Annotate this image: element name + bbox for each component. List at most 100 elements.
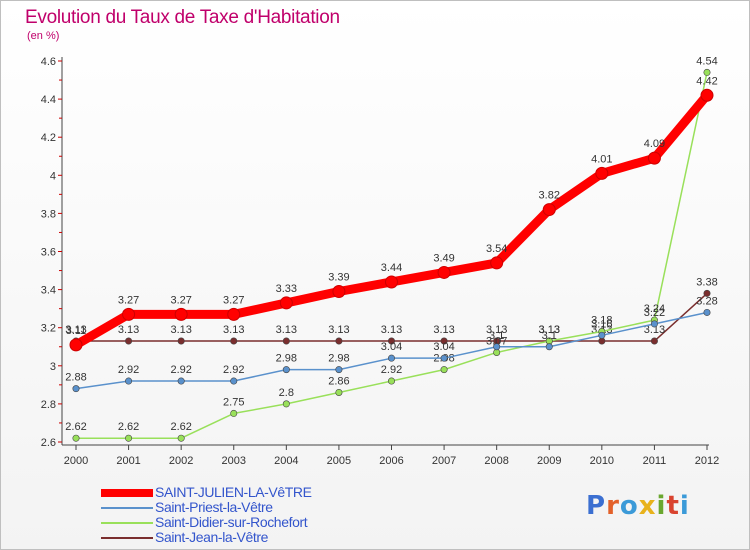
x-tick-label: 2010: [590, 455, 614, 467]
y-tick-label: 3.6: [41, 247, 56, 259]
y-tick-label: 3: [50, 361, 56, 373]
data-label: 4.54: [696, 55, 717, 67]
data-point: [387, 337, 395, 345]
data-point: [227, 307, 241, 321]
data-label: 2.98: [276, 353, 297, 365]
data-point: [703, 308, 711, 316]
data-label: 2.86: [328, 375, 349, 387]
data-point: [335, 337, 343, 345]
x-tick-label: 2000: [64, 455, 88, 467]
logo-letter: i: [679, 491, 690, 521]
data-label: 3.13: [486, 324, 507, 336]
data-point: [335, 366, 343, 374]
y-tick-label: 4.2: [41, 132, 56, 144]
data-point: [332, 285, 346, 299]
data-label: 3.39: [328, 272, 349, 284]
data-point: [542, 203, 556, 217]
legend-label: Saint-Priest-la-Vêtre: [155, 499, 273, 515]
logo-letter: r: [606, 491, 620, 521]
x-tick-label: 2008: [484, 455, 508, 467]
data-point: [282, 337, 290, 345]
data-point: [125, 434, 133, 442]
series-line: [71, 90, 712, 350]
data-point: [490, 256, 504, 270]
data-label: 2.92: [223, 364, 244, 376]
x-tick-label: 2003: [222, 455, 246, 467]
data-point: [177, 337, 185, 345]
data-label: 3.13: [644, 324, 665, 336]
data-label: 3.18: [591, 315, 612, 327]
y-tick-label: 4.6: [41, 56, 56, 68]
data-point: [387, 377, 395, 385]
data-label: 3.24: [644, 303, 665, 315]
data-label: 2.62: [170, 421, 191, 433]
data-point: [230, 377, 238, 385]
data-point: [598, 331, 606, 339]
data-point: [647, 151, 661, 165]
data-label: 2.92: [118, 364, 139, 376]
data-point: [700, 88, 714, 102]
logo-letter: t: [666, 491, 680, 521]
x-tick-label: 2005: [327, 455, 351, 467]
x-tick-label: 2002: [169, 455, 193, 467]
data-point: [282, 400, 290, 408]
data-label: 3.13: [118, 324, 139, 336]
data-point: [72, 434, 80, 442]
data-label: 3.82: [539, 190, 560, 202]
data-label: 3.44: [381, 262, 402, 274]
x-tick-label: 2007: [432, 455, 456, 467]
data-label: 3.13: [170, 324, 191, 336]
legend-swatch: [101, 537, 153, 539]
data-label: 2.62: [118, 421, 139, 433]
logo-letter: x: [638, 491, 657, 521]
data-label: 3.16: [591, 318, 612, 330]
x-tick-label: 2009: [537, 455, 561, 467]
data-point: [703, 289, 711, 297]
x-tick-label: 2001: [116, 455, 140, 467]
data-point: [122, 307, 136, 321]
data-point: [230, 409, 238, 417]
data-label: 3.13: [381, 324, 402, 336]
data-label: 3.38: [696, 276, 717, 288]
data-label: 3.13: [65, 324, 86, 336]
y-tick-label: 2.6: [41, 437, 56, 449]
data-label: 2.62: [65, 421, 86, 433]
data-point: [174, 307, 188, 321]
data-point: [437, 265, 451, 279]
data-label: 3.27: [170, 294, 191, 306]
data-point: [72, 385, 80, 393]
data-point: [493, 343, 501, 351]
data-label: 3.27: [118, 294, 139, 306]
data-point: [545, 343, 553, 351]
data-label: 3.13: [276, 324, 297, 336]
y-tick-label: 4.4: [41, 94, 56, 106]
data-point: [440, 354, 448, 362]
data-label: 3.28: [696, 295, 717, 307]
y-tick-label: 3.2: [41, 323, 56, 335]
x-tick-label: 2004: [274, 455, 298, 467]
data-label: 3.11: [66, 325, 87, 337]
data-label: 2.98: [328, 353, 349, 365]
data-label: 3.49: [433, 252, 454, 264]
data-label: 4.42: [696, 75, 717, 87]
legend-swatch: [101, 489, 153, 497]
data-point: [282, 366, 290, 374]
data-label: 3.04: [433, 341, 454, 353]
data-label: 3.13: [539, 324, 560, 336]
data-point: [595, 166, 609, 180]
data-label: 2.92: [170, 364, 191, 376]
data-label: 3.13: [539, 324, 560, 336]
data-label: 3.04: [381, 341, 402, 353]
data-label: 3.13: [328, 324, 349, 336]
legend-swatch: [101, 522, 153, 524]
data-point: [440, 337, 448, 345]
data-point: [335, 388, 343, 396]
data-point: [230, 337, 238, 345]
y-tick-label: 2.8: [41, 399, 56, 411]
data-label: 3.22: [644, 307, 665, 319]
chart-subtitle: (en %): [27, 30, 60, 42]
chart-title: Evolution du Taux de Taxe d'Habitation: [25, 7, 340, 28]
data-label: 2.92: [381, 364, 402, 376]
